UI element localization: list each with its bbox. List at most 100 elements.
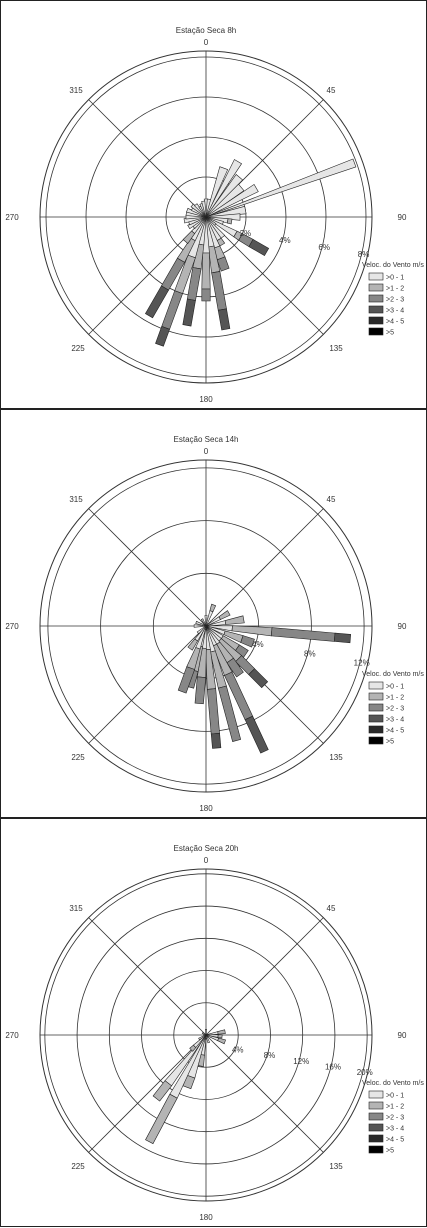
legend-swatch	[368, 1134, 384, 1143]
chart-title: Estação Seca 8h	[176, 26, 236, 35]
legend-label: >4 - 5	[386, 728, 404, 735]
legend-title: Veloc. do Vento m/s	[362, 1080, 424, 1087]
legend-label: >3 - 4	[386, 1126, 404, 1133]
legend-label: >1 - 2	[386, 695, 404, 702]
legend-title: Veloc. do Vento m/s	[362, 262, 424, 269]
petal-segment	[201, 288, 211, 302]
petal-170	[205, 216, 231, 331]
petal-segment	[182, 298, 196, 327]
legend-label: >0 - 1	[386, 684, 404, 691]
petal-segment	[226, 218, 233, 225]
legend-swatch	[368, 736, 384, 745]
petal-segment	[240, 635, 255, 648]
petal-110	[205, 1034, 226, 1045]
legend-label: >3 - 4	[386, 717, 404, 724]
petal-segment	[217, 1029, 226, 1035]
legend-label: >0 - 1	[386, 1093, 404, 1100]
petal-segment	[210, 732, 222, 749]
legend-label: >0 - 1	[386, 275, 404, 282]
chart-title: Estação Seca 14h	[174, 435, 239, 444]
ring-label: 16%	[325, 1062, 341, 1071]
legend-label: >5	[386, 330, 394, 337]
petal-segment	[200, 618, 207, 627]
chart-title: Estação Seca 20h	[174, 844, 239, 853]
petal-segment	[201, 252, 211, 290]
petal-210	[144, 216, 207, 319]
wind-rose-panel: Estação Seca 14h 0 45 90 135 180 225 270 315 4% 8%…	[0, 409, 427, 818]
legend-swatch	[368, 294, 384, 303]
petal-95	[205, 625, 352, 644]
legend-swatch	[368, 725, 384, 734]
petal-segment	[194, 676, 207, 705]
grid-spoke	[88, 99, 207, 218]
petal-330	[200, 618, 207, 627]
petal-segment	[248, 668, 269, 689]
direction-label: 45	[327, 86, 336, 95]
legend-swatch	[368, 1090, 384, 1099]
legend-label: >3 - 4	[386, 308, 404, 315]
direction-label: 180	[199, 1213, 213, 1222]
legend-swatch	[368, 703, 384, 712]
petal-segment	[189, 1044, 197, 1052]
petal-segment	[145, 1093, 178, 1145]
petal-segment	[177, 666, 195, 694]
petal-segment	[201, 200, 207, 218]
petal-segment	[270, 627, 336, 642]
petal-165	[205, 625, 242, 742]
direction-label: 315	[69, 495, 83, 504]
legend-swatch	[368, 692, 384, 701]
legend-swatch	[368, 272, 384, 281]
direction-label: 90	[398, 1031, 407, 1040]
petal-segment	[248, 238, 270, 257]
petal-segment	[211, 271, 227, 311]
grid-spoke	[205, 508, 324, 627]
legend-label: >2 - 3	[386, 297, 404, 304]
direction-label: 135	[329, 344, 343, 353]
legend-label: >5	[386, 739, 394, 746]
petal-segment	[218, 610, 231, 620]
legend-swatch	[368, 1112, 384, 1121]
petal-segment	[217, 1037, 226, 1045]
legend-label: >1 - 2	[386, 286, 404, 293]
grid-spoke	[88, 1034, 207, 1153]
legend-swatch	[368, 1145, 384, 1154]
legend: Veloc. do Vento m/s >0 - 1 >1 - 2 >2 - 3 >3 …	[362, 262, 424, 337]
direction-label: 90	[398, 622, 407, 631]
petal-155	[205, 625, 269, 754]
petal-segment	[333, 632, 352, 644]
ring-label: 8%	[264, 1051, 276, 1060]
legend-label: >1 - 2	[386, 1104, 404, 1111]
petal-segment	[152, 1080, 173, 1102]
direction-label: 180	[199, 804, 213, 813]
ring-label: 12%	[293, 1057, 309, 1066]
wind-rose-chart: Estação Seca 8h 0 45 90 135 180 225 270 315 2% 4% 6…	[5, 26, 424, 404]
direction-label: 270	[5, 213, 19, 222]
direction-label: 225	[71, 753, 85, 762]
grid-spoke	[88, 917, 207, 1036]
ring-label: 12%	[354, 658, 370, 667]
direction-label: 0	[204, 447, 209, 456]
petal-segment	[209, 603, 217, 613]
petal-segment	[217, 308, 231, 331]
petal-segment	[216, 256, 230, 272]
direction-label: 0	[204, 856, 209, 865]
legend-swatch	[368, 1101, 384, 1110]
petal-segment	[201, 1032, 207, 1036]
direction-label: 270	[5, 622, 19, 631]
wind-rose-panel: Estação Seca 8h 0 45 90 135 180 225 270 315 2% 4% 6…	[0, 0, 427, 409]
direction-label: 135	[329, 1162, 343, 1171]
wind-rose-chart: Estação Seca 20h 0 45 90 135 180 225 270 315 4% 8%…	[5, 844, 424, 1222]
ring-label: 20%	[357, 1068, 373, 1077]
ring-label: 8%	[358, 250, 370, 259]
petal-segment	[217, 685, 242, 742]
legend-swatch	[368, 305, 384, 314]
grid-spoke	[205, 216, 324, 335]
legend-label: >5	[386, 1148, 394, 1155]
legend-swatch	[368, 327, 384, 336]
direction-label: 225	[71, 344, 85, 353]
direction-label: 315	[69, 86, 83, 95]
petal-300	[201, 1032, 207, 1036]
petal-175	[205, 625, 222, 749]
direction-label: 180	[199, 395, 213, 404]
